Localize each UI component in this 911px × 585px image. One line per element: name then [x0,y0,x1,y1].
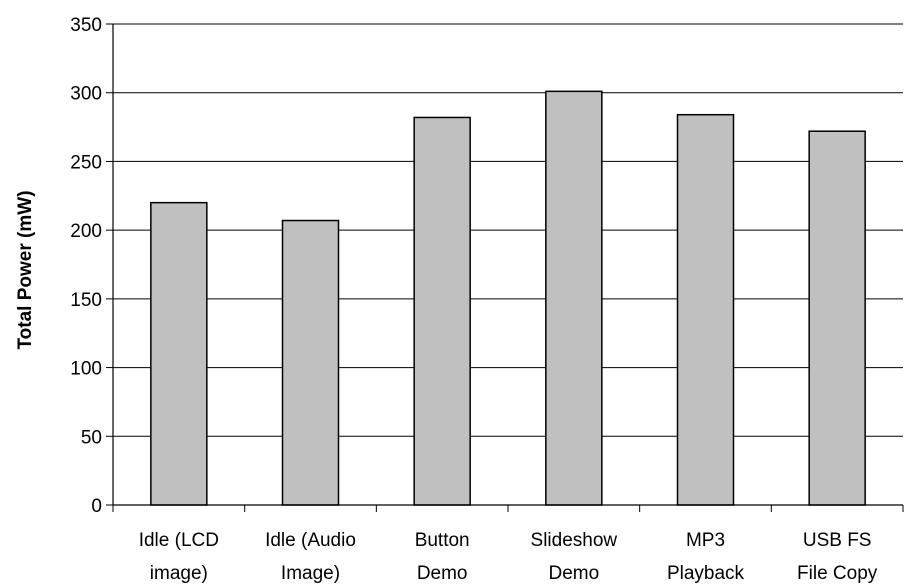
y-tick-label: 100 [70,359,102,380]
y-axis-title: Total Power (mW) [15,190,36,349]
y-tick-label: 200 [70,221,102,242]
y-tick-label: 0 [91,496,102,517]
y-tick-label: 50 [81,427,102,448]
y-tick-label: 150 [70,290,102,311]
bar [281,219,340,506]
y-tick-label: 350 [70,15,102,36]
bar [545,90,603,506]
x-tick-label: Slideshow [531,530,618,551]
x-tick-label: Button [415,530,470,551]
x-tick-label: Demo [548,563,599,584]
bar [676,113,735,506]
x-tick-label: image) [150,563,208,584]
y-tick-label: 250 [70,152,102,173]
x-tick-label: File Copy [797,563,878,584]
bar [808,130,866,506]
x-tick-label: Idle (Audio [265,530,356,551]
axes [106,23,904,512]
bar [413,116,471,506]
x-tick-label: Playback [667,563,745,584]
x-tick-label: Image) [281,563,340,584]
bar [150,201,208,506]
x-tick-label: USB FS [803,530,872,551]
y-tick-labels: 0 50 100 150 200 250 300 350 [70,15,102,517]
x-tick-label: Demo [417,563,468,584]
x-tick-label: MP3 [686,530,725,551]
x-tick-labels: Idle (LCD image) Idle (Audio Image) Button De… [139,530,878,584]
bars [150,90,866,506]
y-tick-label: 300 [70,84,102,105]
gridlines [113,23,903,437]
x-tick-label: Idle (LCD [139,530,219,551]
